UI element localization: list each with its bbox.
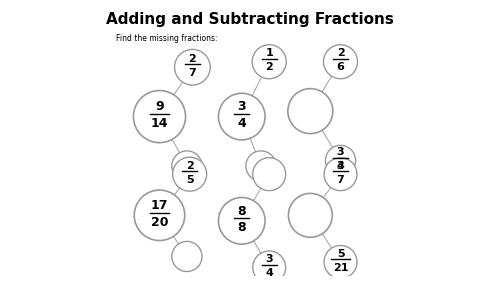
Text: 20: 20 — [150, 216, 168, 229]
Circle shape — [246, 151, 276, 181]
Text: 21: 21 — [333, 262, 348, 273]
Circle shape — [218, 198, 265, 244]
Text: 1: 1 — [266, 48, 273, 58]
Text: 7: 7 — [336, 175, 344, 185]
Text: 8: 8 — [238, 205, 246, 217]
Text: 3: 3 — [336, 147, 344, 157]
Text: 2: 2 — [266, 62, 273, 72]
Circle shape — [252, 158, 286, 191]
Circle shape — [252, 251, 286, 281]
Text: Adding and Subtracting Fractions: Adding and Subtracting Fractions — [106, 12, 394, 27]
Text: 3: 3 — [238, 100, 246, 113]
Text: 14: 14 — [150, 117, 168, 130]
Circle shape — [288, 193, 333, 237]
Circle shape — [324, 45, 358, 79]
Text: Find the missing fractions:: Find the missing fractions: — [116, 34, 217, 43]
Text: 2: 2 — [188, 54, 196, 64]
Text: 3: 3 — [336, 161, 344, 171]
Text: 2: 2 — [336, 48, 344, 58]
Circle shape — [172, 241, 202, 271]
Text: 9: 9 — [155, 100, 164, 113]
Text: 17: 17 — [150, 199, 168, 212]
Circle shape — [134, 190, 184, 241]
Circle shape — [174, 49, 210, 85]
Circle shape — [252, 45, 286, 79]
Circle shape — [218, 93, 265, 140]
Text: 8: 8 — [238, 221, 246, 234]
Text: 2: 2 — [186, 161, 194, 171]
Circle shape — [172, 151, 202, 181]
Text: 3: 3 — [266, 254, 273, 264]
Circle shape — [288, 89, 333, 133]
Circle shape — [134, 90, 186, 143]
Text: 4: 4 — [238, 117, 246, 130]
Circle shape — [172, 157, 206, 191]
Circle shape — [324, 246, 357, 278]
Circle shape — [324, 158, 357, 191]
Text: 4: 4 — [266, 268, 273, 278]
Text: 5: 5 — [186, 175, 194, 185]
Text: 7: 7 — [188, 68, 196, 78]
Text: 4: 4 — [336, 161, 344, 171]
Circle shape — [326, 145, 356, 176]
Text: 5: 5 — [336, 249, 344, 259]
Text: 6: 6 — [336, 62, 344, 72]
